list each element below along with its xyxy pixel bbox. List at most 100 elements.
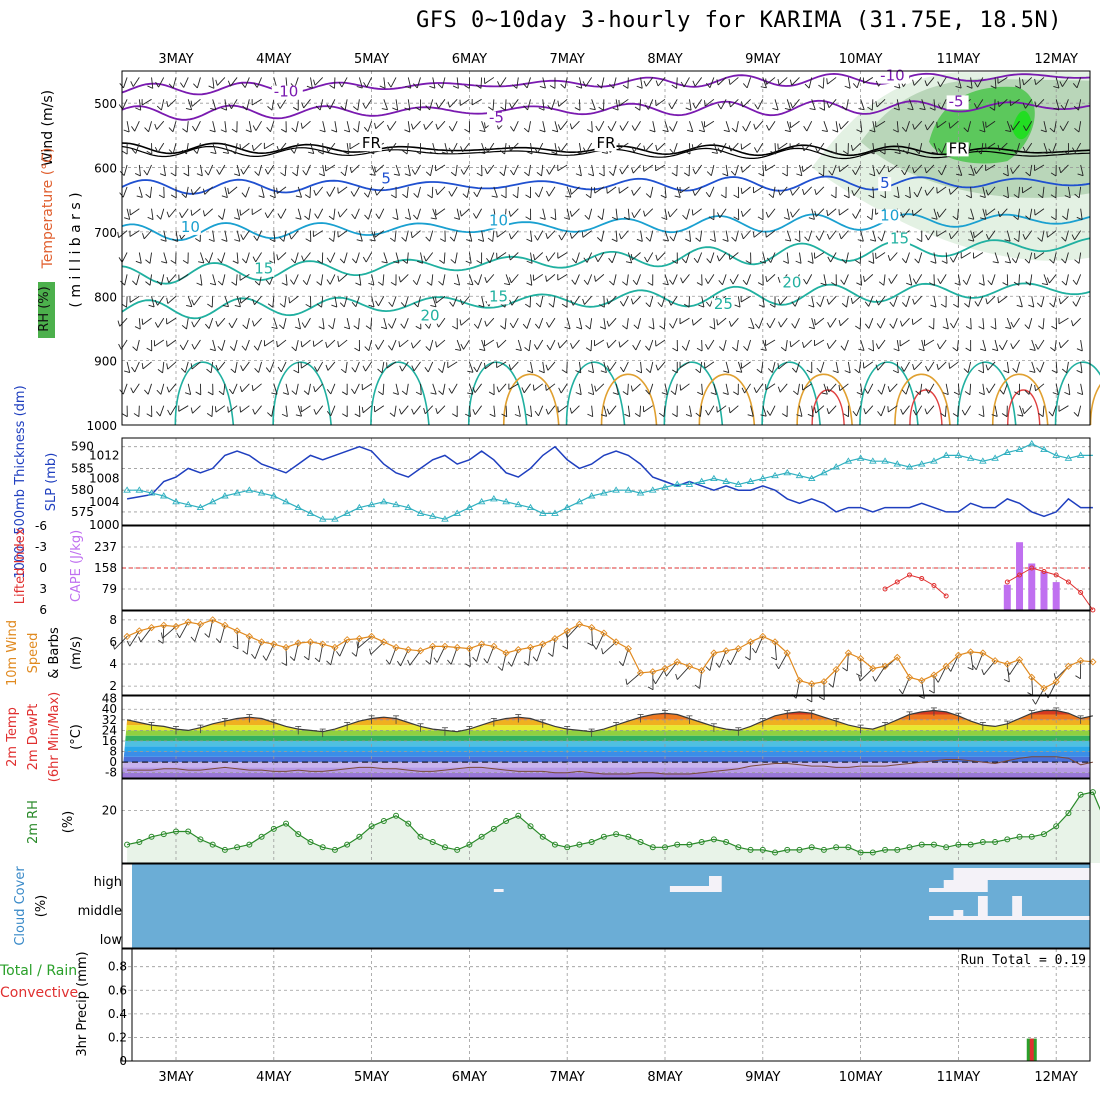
wind10m-barb: [618, 648, 629, 667]
wind-barb: [547, 99, 556, 111]
wind-barb: [662, 274, 669, 286]
wind-barb: [557, 339, 568, 349]
wind10m-marker: [539, 640, 547, 648]
wind-barb: [722, 164, 729, 177]
wind-barb: [146, 143, 153, 155]
wind-barb: [965, 318, 972, 330]
isotherm-label: FR: [949, 139, 968, 157]
wind-barb: [769, 296, 776, 308]
wind-barb: [952, 208, 959, 221]
wind10m-marker: [416, 647, 425, 655]
wind-barb: [912, 164, 923, 174]
wind-barb: [557, 405, 568, 413]
wind-barb: [758, 164, 765, 177]
wind-barb: [499, 143, 507, 155]
wind-barb: [170, 252, 177, 264]
wind-barb: [855, 252, 862, 264]
wind-barb: [476, 252, 483, 264]
wind-barb: [904, 186, 911, 199]
wind-barb: [241, 186, 250, 198]
wind-barb: [964, 296, 972, 308]
wind-barb: [410, 120, 421, 130]
wind-barb: [645, 383, 654, 395]
temp2m-label: 2m Temp: [5, 707, 20, 767]
wind-barb: [180, 361, 189, 373]
wind-barb: [655, 98, 666, 107]
wind-barb: [658, 405, 666, 418]
wind-barb: [778, 317, 788, 328]
wind-barb: [863, 405, 874, 415]
wind-barb: [252, 252, 262, 263]
wind-barb: [760, 405, 767, 417]
wind-barb: [791, 317, 800, 329]
wind-barb: [826, 405, 837, 415]
wind-barb: [386, 361, 397, 369]
slp-marker: [159, 492, 168, 499]
wind-barb: [338, 77, 348, 88]
wind-barb: [202, 208, 213, 217]
wind-barb: [765, 164, 776, 172]
rh2m-label: 2m RH: [26, 800, 41, 844]
wind-barb: [722, 230, 729, 242]
wind-barb: [869, 121, 876, 133]
wind-barb: [129, 230, 140, 237]
bottom-date-label: 10MAY: [839, 1070, 883, 1085]
wind-barb: [121, 143, 128, 155]
wind10m-marker: [1003, 660, 1011, 668]
wind-barb: [985, 186, 996, 196]
wind-barb: [887, 252, 898, 262]
wind-barb: [168, 77, 177, 89]
wind-barb: [282, 383, 289, 395]
wind-barb: [155, 77, 165, 88]
wind-barb: [655, 77, 666, 87]
isotherm-loop: [174, 361, 235, 426]
wind-barb: [802, 142, 813, 152]
rh2m-marker: [967, 841, 974, 848]
wind-barb: [1022, 99, 1033, 109]
isotherm-label-bg: [887, 232, 910, 247]
wind-barb: [460, 295, 470, 306]
wind-barb: [643, 142, 654, 152]
wind10m-marker: [954, 651, 963, 659]
wind-barb: [634, 405, 641, 418]
wind-barb: [207, 296, 214, 308]
wind-barb: [363, 186, 373, 198]
wind-barb: [816, 296, 825, 307]
wind-barb: [1034, 252, 1045, 260]
wind-barb: [818, 77, 825, 89]
rh2m-marker: [270, 825, 277, 832]
wind-barb: [1073, 405, 1082, 417]
rh2m-marker: [527, 823, 534, 830]
isotherm-label: -5: [489, 108, 504, 126]
wind10m-marker: [160, 621, 168, 630]
wind-barb: [525, 186, 531, 199]
wind10m-marker: [991, 657, 999, 665]
wind-barb: [1052, 383, 1059, 396]
wind-barb: [560, 77, 568, 89]
wind10m-marker: [502, 649, 510, 657]
wind-barb: [595, 120, 605, 132]
isotherm-label-bg: [359, 137, 382, 152]
wind-barb: [679, 186, 690, 194]
wind-barb: [754, 99, 764, 110]
wind-barb: [1024, 318, 1033, 330]
isotherm-label-bg: [946, 95, 969, 110]
wind-barb: [190, 186, 201, 196]
rh2m-marker: [160, 831, 167, 838]
slp-marker: [392, 500, 400, 508]
wind-barb: [985, 142, 996, 150]
wind-barb: [318, 318, 325, 330]
wind-barb: [855, 318, 862, 330]
wind-barb: [447, 99, 458, 108]
rh2m-marker: [490, 825, 497, 832]
wind-barb: [598, 164, 605, 177]
wind10m-marker: [465, 644, 474, 653]
wind-barb: [215, 77, 226, 86]
wind-barb: [221, 99, 228, 111]
wind-barb: [821, 121, 829, 133]
wind-barb: [803, 121, 813, 132]
wind-barb: [954, 274, 961, 286]
wind-barb: [1076, 339, 1083, 352]
wind-barb: [598, 99, 605, 111]
wind-barb: [878, 274, 886, 286]
